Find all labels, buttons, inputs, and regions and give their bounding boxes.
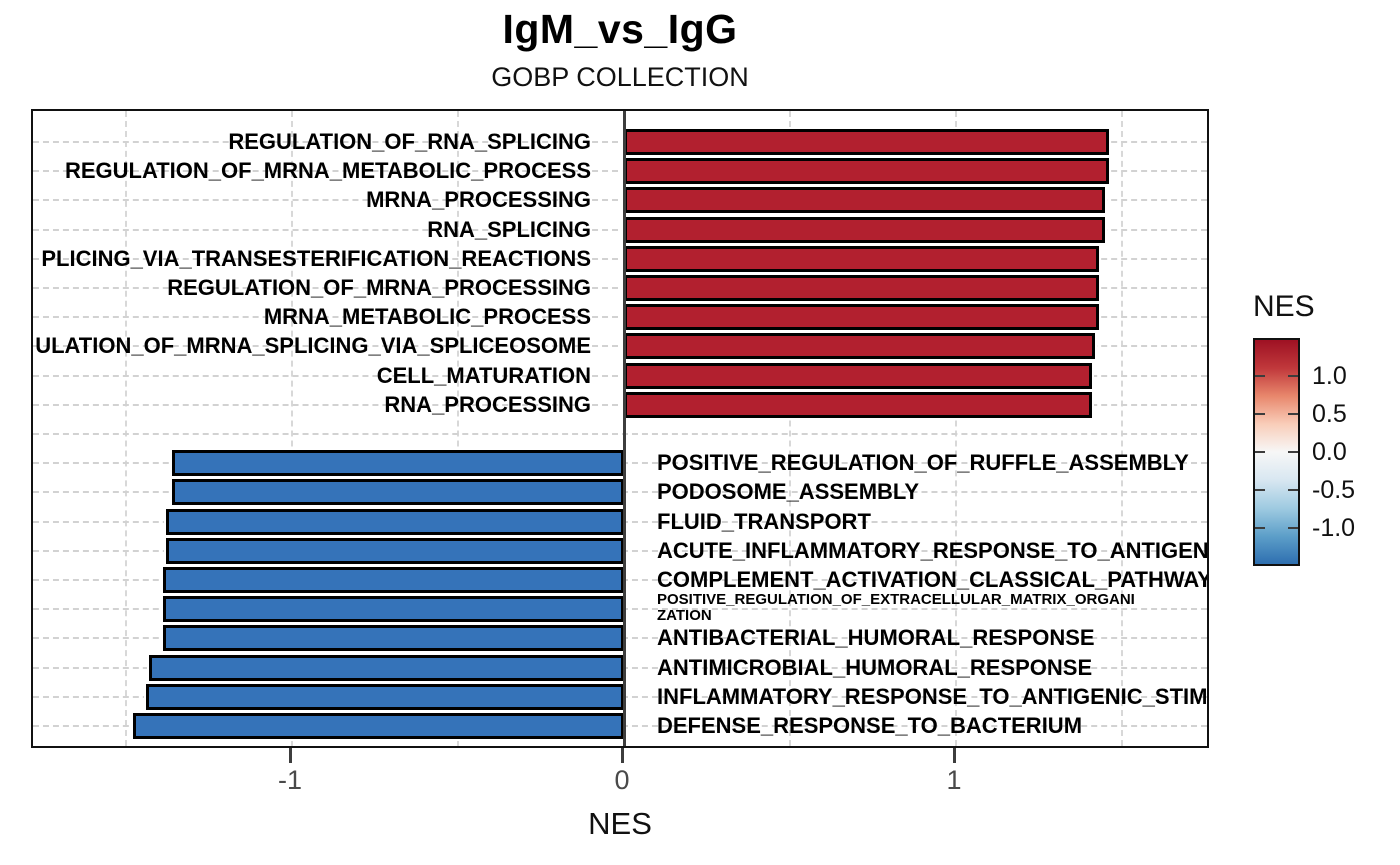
y-gridline [33,170,1207,173]
nes-bar-positive [624,362,1093,389]
colorbar-tick-label: 0.0 [1312,438,1347,466]
pathway-label: COMPLEMENT_ACTIVATION_CLASSICAL_PATHWAY [657,567,1209,592]
zero-axis-line [622,111,626,746]
y-gridline [33,257,1207,260]
x-gridline [955,111,957,746]
colorbar-legend: NES 1.0 0.5 0.0 -0.5 -1.0 [1240,290,1400,590]
pathway-label: INFLAMMATORY_RESPONSE_TO_ANTIGENIC_STIM [657,683,1208,709]
pathway-label: ULATION_OF_MRNA_SPLICING_VIA_SPLICEOSOME [35,333,591,359]
colorbar-tick-mark [1255,375,1265,377]
plot-panel: REGULATION_OF_RNA_SPLICING REGULATION_OF_… [31,109,1209,748]
nes-bar-negative [165,508,624,535]
nes-bar-positive [624,391,1093,418]
chart-title: IgM_vs_IgG [502,6,738,52]
pathway-label: REGULATION_OF_RNA_SPLICING [228,129,591,154]
colorbar-tick-mark [1288,527,1298,529]
nes-bar-positive [624,275,1099,301]
pathway-label: DEFENSE_RESPONSE_TO_BACTERIUM [657,713,1083,738]
pathway-label: POSITIVE_REGULATION_OF_EXTRACELLULAR_MAT… [657,592,1135,625]
nes-bar-negative [172,479,624,506]
y-gridline [33,345,1207,348]
nes-bar-positive [624,216,1106,243]
nes-bar-positive [624,245,1099,272]
x-tick-label: 1 [946,765,962,795]
pathway-label: ACUTE_INFLAMMATORY_RESPONSE_TO_ANTIGEN [657,537,1209,563]
colorbar-tick-mark [1255,413,1265,415]
nes-bar-positive [624,158,1109,185]
x-gridline [1121,111,1123,746]
x-gridline [291,111,293,746]
x-tick-mark [620,748,624,763]
colorbar-tick-label: -1.0 [1312,514,1356,542]
x-axis-title: NES [588,806,652,841]
pathway-label: CELL_MATURATION [376,362,591,388]
colorbar-tick-label: -0.5 [1312,476,1356,504]
x-gridline [125,111,127,746]
colorbar-tick-mark [1288,413,1298,415]
y-gridline [33,374,1207,377]
nes-bar-positive [624,187,1106,214]
y-gridline [33,287,1207,289]
nes-bar-negative [162,625,624,652]
pathway-label: MRNA_PROCESSING [366,187,591,213]
x-axis: -1 0 1 [31,748,1209,808]
pathway-label: ANTIMICROBIAL_HUMORAL_RESPONSE [657,654,1093,680]
y-gridline [33,199,1207,202]
x-tick-mark [952,748,956,763]
pathway-label: REGULATION_OF_MRNA_METABOLIC_PROCESS [64,158,591,184]
nes-bar-negative [162,567,624,593]
nes-bar-negative [132,713,624,739]
colorbar-tick-mark [1255,451,1265,453]
colorbar-tick-mark [1288,489,1298,491]
nes-bar-negative [162,596,624,623]
y-gridline [33,141,1207,143]
colorbar-tick-mark [1255,489,1265,491]
pathway-label: RNA_SPLICING [427,216,591,242]
colorbar-tick-label: 1.0 [1312,362,1347,390]
pathway-label: REGULATION_OF_MRNA_PROCESSING [167,275,591,300]
nes-bar-negative [149,654,624,681]
y-gridline [33,316,1207,319]
pathway-label: PLICING_VIA_TRANSESTERIFICATION_REACTION… [41,245,591,271]
y-gridline [33,433,1207,435]
colorbar-tick-mark [1288,451,1298,453]
pathway-label: POSITIVE_REGULATION_OF_RUFFLE_ASSEMBLY [657,450,1189,476]
chart-subtitle: GOBP COLLECTION [491,62,749,92]
pathway-label: FLUID_TRANSPORT [657,508,871,534]
pathway-label: RNA_PROCESSING [384,391,591,417]
legend-title: NES [1253,290,1315,323]
nes-bar-positive [624,333,1096,360]
x-gridline [457,111,459,746]
y-gridline [33,228,1207,231]
x-gridline [789,111,791,746]
colorbar-tick-label: 0.5 [1312,400,1347,428]
pathway-label: MRNA_METABOLIC_PROCESS [263,304,591,330]
x-tick-label: 0 [614,765,630,795]
nes-bar-negative [172,450,624,477]
colorbar-tick-mark [1255,527,1265,529]
nes-bar-positive [624,304,1099,331]
pathway-label: PODOSOME_ASSEMBLY [657,479,920,505]
x-tick-label: -1 [277,765,302,795]
pathway-label: ANTIBACTERIAL_HUMORAL_RESPONSE [657,625,1095,651]
nes-bar-positive [624,129,1109,155]
nes-bar-negative [165,537,624,564]
colorbar-tick-mark [1288,375,1298,377]
nes-bar-negative [145,683,624,710]
x-tick-mark [288,748,292,763]
y-gridline [33,403,1207,406]
